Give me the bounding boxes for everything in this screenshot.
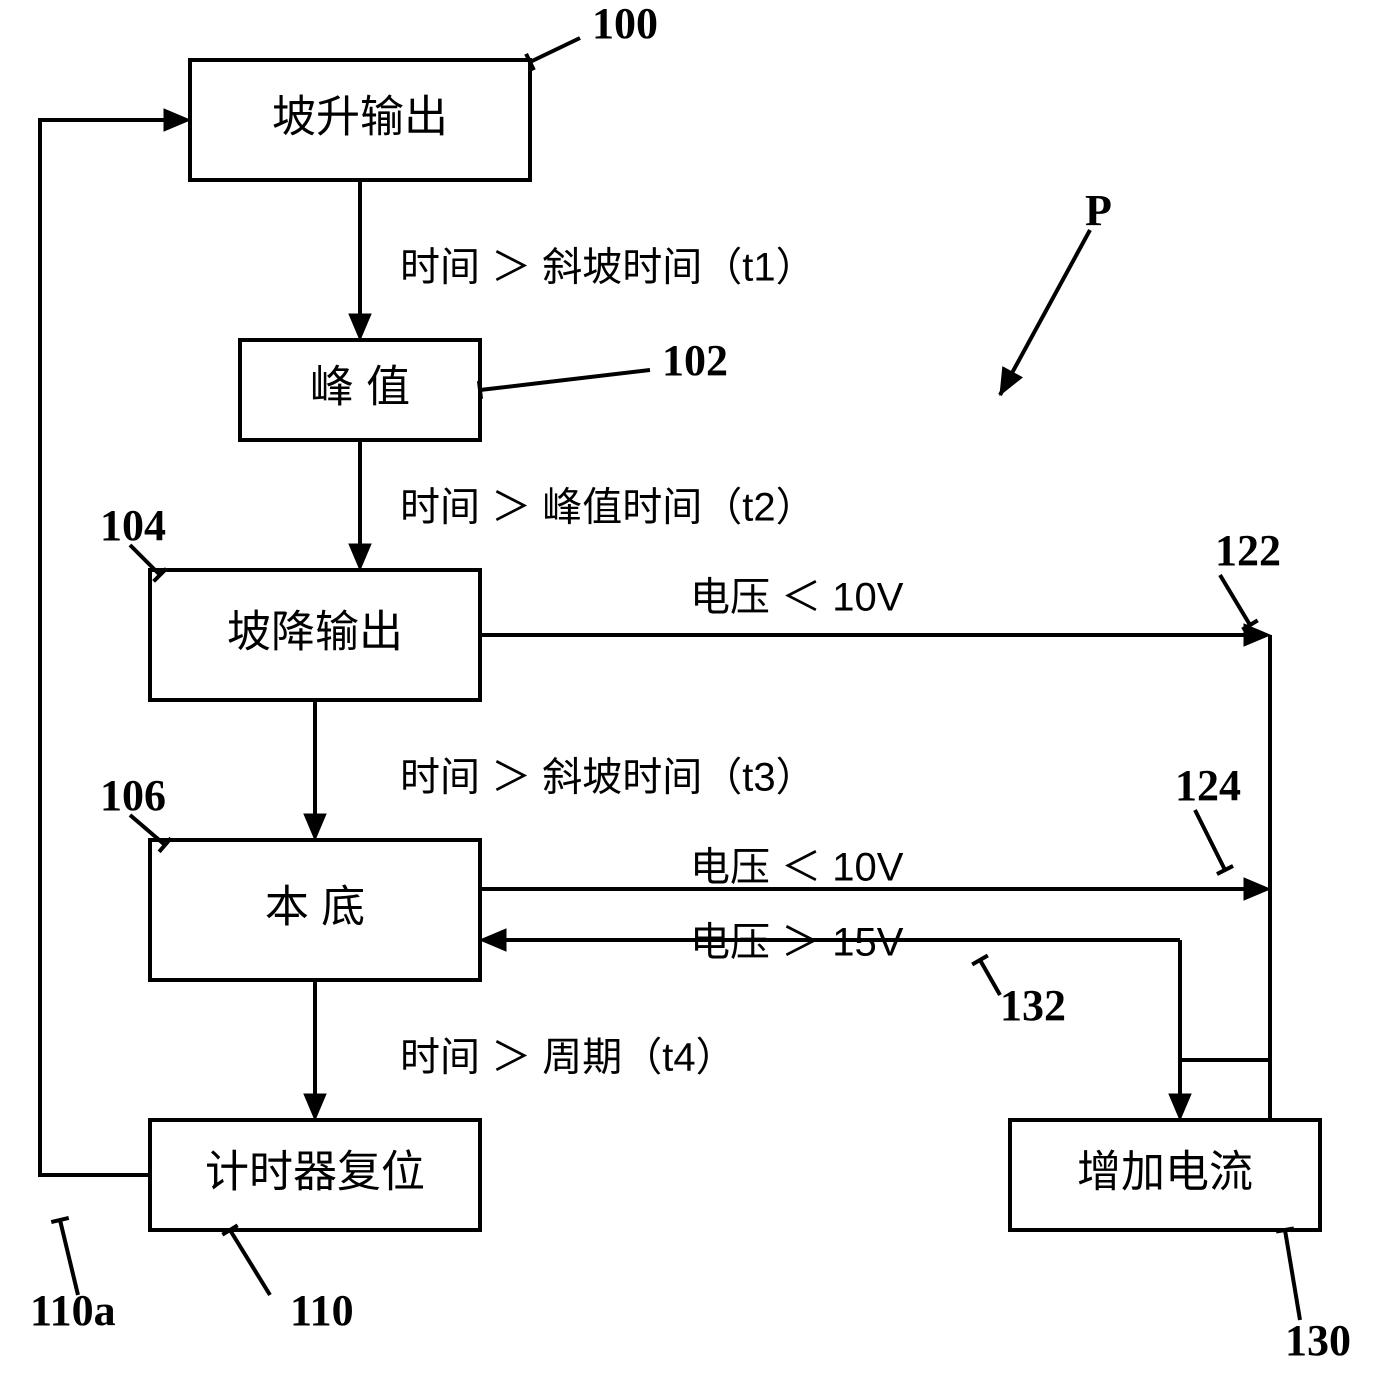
ref-lead-r122 xyxy=(1220,575,1250,625)
ref-r124: 124 xyxy=(1175,761,1241,810)
ref-r106: 106 xyxy=(100,771,166,820)
ref-lead-r110a xyxy=(60,1220,78,1295)
node-n102-label: 峰 值 xyxy=(310,363,410,412)
ref-r100: 100 xyxy=(592,0,658,48)
edge-label-e132: 电压 ＞ 15V xyxy=(690,921,904,965)
ref-r102: 102 xyxy=(662,336,728,385)
ref-lead-r100 xyxy=(530,38,580,62)
edge-label-e100_102: 时间 ＞ 斜坡时间（t1） xyxy=(400,246,816,290)
ref-r110a: 110a xyxy=(30,1286,116,1335)
edge-label-e122: 电压 ＜ 10V xyxy=(690,576,904,620)
ref-arrow-rP xyxy=(1000,230,1090,395)
ref-lead-r110 xyxy=(230,1230,270,1295)
node-n100-label: 坡升输出 xyxy=(272,93,448,142)
ref-lead-r130 xyxy=(1285,1230,1300,1320)
node-n104-label: 坡降输出 xyxy=(227,608,403,657)
ref-r104: 104 xyxy=(100,501,166,550)
ref-r122: 122 xyxy=(1215,526,1281,575)
ref-lead-r102 xyxy=(480,370,650,390)
edge-label-e104_106: 时间 ＞ 斜坡时间（t3） xyxy=(400,756,816,800)
ref-r132: 132 xyxy=(1000,981,1066,1030)
ref-lead-r132 xyxy=(980,960,1000,995)
edge-loopback xyxy=(40,120,166,1175)
node-n106-label: 本 底 xyxy=(265,883,365,932)
edge-label-e106_110: 时间 ＞ 周期（t4） xyxy=(400,1036,736,1080)
ref-rP: P xyxy=(1085,186,1112,235)
edge-label-e124: 电压 ＜ 10V xyxy=(690,846,904,890)
ref-r110: 110 xyxy=(290,1286,354,1335)
edge-label-e102_104: 时间 ＞ 峰值时间（t2） xyxy=(400,486,816,530)
node-n110-label: 计时器复位 xyxy=(205,1148,425,1197)
node-n130-label: 增加电流 xyxy=(1077,1148,1253,1197)
ref-lead-r124 xyxy=(1195,810,1225,870)
ref-r130: 130 xyxy=(1285,1316,1351,1365)
